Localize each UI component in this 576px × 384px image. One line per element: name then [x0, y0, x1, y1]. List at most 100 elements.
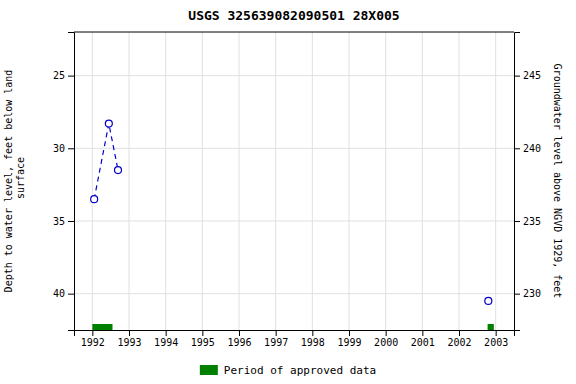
tick: 1993	[117, 330, 141, 348]
tick: 230	[514, 288, 541, 299]
tick-label: 2000	[374, 337, 398, 348]
grid-line-x	[349, 32, 350, 330]
grid-line-y	[74, 220, 514, 221]
grid-line-x	[165, 32, 166, 330]
tick-label: 1994	[154, 337, 178, 348]
grid-line-y	[74, 293, 514, 294]
point	[485, 297, 492, 304]
grid	[74, 32, 514, 330]
tick-label: 1995	[191, 337, 215, 348]
tick-label: 40	[53, 288, 65, 299]
tick: 2000	[374, 330, 398, 348]
tick: 235	[514, 216, 541, 227]
y-axis-label-line: surface	[15, 157, 26, 205]
axis-domain	[515, 33, 521, 331]
tick: 1994	[154, 330, 178, 348]
tick-label: 30	[53, 143, 65, 154]
tick: 40	[53, 288, 74, 299]
series-line	[94, 124, 118, 200]
tick-mark	[129, 330, 130, 336]
legend-item: Period of approved data	[200, 364, 376, 377]
tick: 1995	[191, 330, 215, 348]
point	[91, 196, 98, 203]
tick-mark	[239, 330, 240, 336]
approved-bar	[488, 324, 494, 330]
tick-mark	[166, 330, 167, 336]
tick-mark	[514, 294, 520, 295]
tick-mark	[386, 330, 387, 336]
tick: 1996	[227, 330, 251, 348]
tick-label: 1992	[81, 337, 105, 348]
tick-label: 235	[523, 216, 541, 227]
axis-domain	[68, 33, 75, 331]
point	[115, 167, 122, 174]
grid-line-x	[385, 32, 386, 330]
tick: 240	[514, 143, 541, 154]
tick-label: 2003	[484, 337, 508, 348]
tick: 245	[514, 70, 541, 81]
grid-line-x	[312, 32, 313, 330]
tick-label: 1999	[337, 337, 361, 348]
tick: 1992	[81, 330, 105, 348]
tick-mark	[459, 330, 460, 336]
x-axis: 1992 1993 1994 1995 1996 1997 1998 1999 2000 2001…	[75, 330, 515, 348]
tick-mark	[68, 76, 74, 77]
legend: Period of approved data	[200, 364, 376, 377]
tick-label: 1998	[301, 337, 325, 348]
marks	[91, 120, 494, 330]
tick-label: 25	[53, 70, 65, 81]
tick-mark	[349, 330, 350, 336]
grid-line-x	[239, 32, 240, 330]
tick-mark	[514, 148, 520, 149]
tick: 1998	[301, 330, 325, 348]
grid-line-x	[459, 32, 460, 330]
legend-swatch	[200, 365, 218, 375]
title: USGS 325639082090501 28X005	[188, 8, 399, 23]
tick-mark	[312, 330, 313, 336]
tick-mark	[68, 148, 74, 149]
grid-line-x	[495, 32, 496, 330]
grid-line-y	[74, 148, 514, 149]
tick-mark	[496, 330, 497, 336]
y-axis-label: Depth to water level, feet below land su…	[3, 70, 26, 293]
grid-line-y	[74, 75, 514, 76]
tick-mark	[514, 76, 520, 77]
tick: 35	[53, 216, 74, 227]
tick-mark	[92, 330, 93, 336]
grid-line-x	[202, 32, 203, 330]
y-axis-label-line: Depth to water level, feet below land	[3, 70, 14, 293]
tick: 1999	[337, 330, 361, 348]
grid-line-x	[129, 32, 130, 330]
tick-mark	[68, 294, 74, 295]
tick: 2002	[447, 330, 471, 348]
y2-axis: 245 240 235 230	[514, 33, 541, 331]
axis-domain	[75, 331, 515, 337]
point	[105, 120, 112, 127]
grid-line-x	[92, 32, 93, 330]
y2-axis-label: Groundwater level above NGVD 1929, feet	[552, 64, 563, 299]
tick-label: 1996	[227, 337, 251, 348]
tick: 30	[53, 143, 74, 154]
tick: 1997	[264, 330, 288, 348]
tick-mark	[514, 221, 520, 222]
tick-label: 230	[523, 288, 541, 299]
approved-bar	[92, 324, 112, 330]
tick-label: 245	[523, 70, 541, 81]
tick-label: 1993	[117, 337, 141, 348]
tick-label: 240	[523, 143, 541, 154]
tick: 25	[53, 70, 74, 81]
tick-label: 2001	[411, 337, 435, 348]
frame-top	[74, 32, 514, 33]
tick-label: 35	[53, 216, 65, 227]
tick-mark	[276, 330, 277, 336]
tick: 2003	[484, 330, 508, 348]
y-axis: 25 30 35 40	[53, 33, 75, 331]
tick-mark	[68, 221, 74, 222]
legend-label: Period of approved data	[224, 364, 376, 377]
chart: 1992 1993 1994 1995 1996 1997 1998 1999 2000 2001…	[0, 0, 576, 384]
plot: 1992 1993 1994 1995 1996 1997 1998 1999 2000 2001…	[3, 32, 563, 348]
tick-label: 2002	[447, 337, 471, 348]
grid-line-x	[422, 32, 423, 330]
tick-mark	[202, 330, 203, 336]
grid-line-x	[275, 32, 276, 330]
